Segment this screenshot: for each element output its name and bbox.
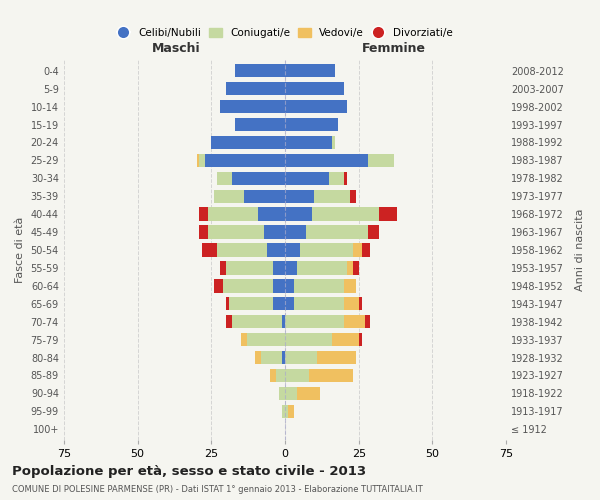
Bar — [214, 190, 244, 203]
Bar — [285, 297, 294, 310]
Bar — [282, 315, 285, 328]
Bar — [285, 386, 297, 400]
Bar — [365, 315, 370, 328]
Bar — [353, 244, 362, 256]
Bar — [297, 386, 320, 400]
Bar — [285, 208, 311, 221]
Bar — [285, 315, 344, 328]
Bar — [308, 369, 353, 382]
Bar — [273, 297, 285, 310]
Bar — [217, 244, 267, 256]
Bar — [285, 261, 297, 274]
Bar — [265, 226, 285, 239]
Bar — [259, 208, 285, 221]
Bar — [205, 154, 285, 167]
Bar — [220, 100, 285, 114]
Bar — [311, 208, 379, 221]
Bar — [241, 333, 247, 346]
Bar — [235, 64, 285, 78]
Bar — [262, 351, 282, 364]
Y-axis label: Fasce di età: Fasce di età — [15, 217, 25, 283]
Bar — [285, 118, 338, 131]
Bar — [197, 154, 199, 167]
Bar — [208, 208, 259, 221]
Bar — [226, 297, 229, 310]
Bar — [344, 315, 365, 328]
Bar — [279, 386, 285, 400]
Bar — [285, 172, 329, 185]
Bar — [270, 369, 276, 382]
Bar — [202, 244, 217, 256]
Bar — [297, 261, 347, 274]
Bar — [217, 172, 232, 185]
Bar — [226, 261, 273, 274]
Bar — [229, 297, 273, 310]
Bar — [368, 226, 379, 239]
Bar — [282, 404, 285, 418]
Bar — [199, 154, 205, 167]
Bar — [285, 333, 332, 346]
Bar — [256, 351, 262, 364]
Bar — [300, 244, 353, 256]
Bar — [276, 369, 285, 382]
Bar — [232, 315, 282, 328]
Bar — [285, 82, 344, 96]
Bar — [285, 279, 294, 292]
Bar — [294, 279, 344, 292]
Bar — [379, 208, 397, 221]
Bar — [273, 261, 285, 274]
Bar — [347, 261, 353, 274]
Bar — [208, 226, 265, 239]
Bar — [332, 333, 359, 346]
Bar — [285, 136, 332, 149]
Y-axis label: Anni di nascita: Anni di nascita — [575, 209, 585, 291]
Text: Maschi: Maschi — [152, 42, 200, 54]
Bar — [344, 279, 356, 292]
Bar — [285, 154, 368, 167]
Bar — [267, 244, 285, 256]
Bar — [235, 118, 285, 131]
Bar — [285, 100, 347, 114]
Bar — [362, 244, 370, 256]
Bar — [332, 136, 335, 149]
Bar — [285, 404, 288, 418]
Bar — [344, 172, 347, 185]
Legend: Celibi/Nubili, Coniugati/e, Vedovi/e, Divorziati/e: Celibi/Nubili, Coniugati/e, Vedovi/e, Di… — [113, 24, 457, 42]
Bar — [211, 136, 285, 149]
Bar — [226, 315, 232, 328]
Bar — [350, 190, 356, 203]
Bar — [199, 226, 208, 239]
Bar — [285, 190, 314, 203]
Bar — [285, 226, 305, 239]
Text: Popolazione per età, sesso e stato civile - 2013: Popolazione per età, sesso e stato civil… — [12, 465, 366, 478]
Bar — [359, 297, 362, 310]
Bar — [285, 369, 308, 382]
Bar — [344, 297, 359, 310]
Text: Femmine: Femmine — [362, 42, 426, 54]
Bar — [214, 279, 223, 292]
Bar — [220, 261, 226, 274]
Bar — [285, 64, 335, 78]
Bar — [317, 351, 356, 364]
Bar — [285, 351, 317, 364]
Bar — [247, 333, 285, 346]
Bar — [314, 190, 350, 203]
Bar — [288, 404, 294, 418]
Bar — [199, 208, 208, 221]
Bar — [329, 172, 344, 185]
Bar — [305, 226, 368, 239]
Bar — [359, 333, 362, 346]
Bar — [244, 190, 285, 203]
Bar — [285, 244, 300, 256]
Bar — [294, 297, 344, 310]
Bar — [282, 351, 285, 364]
Bar — [353, 261, 359, 274]
Bar — [223, 279, 273, 292]
Bar — [368, 154, 394, 167]
Bar — [273, 279, 285, 292]
Bar — [232, 172, 285, 185]
Text: COMUNE DI POLESINE PARMENSE (PR) - Dati ISTAT 1° gennaio 2013 - Elaborazione TUT: COMUNE DI POLESINE PARMENSE (PR) - Dati … — [12, 485, 423, 494]
Bar — [226, 82, 285, 96]
